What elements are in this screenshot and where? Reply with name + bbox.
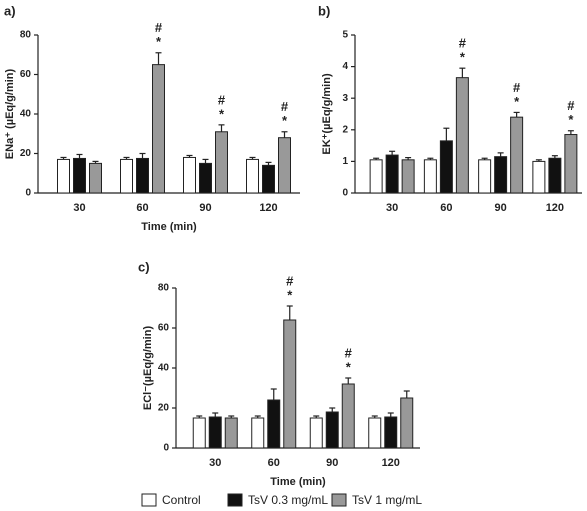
y-tick-label: 1	[342, 156, 348, 167]
x-tick-label: 90	[495, 202, 507, 214]
panel-label: c)	[138, 259, 150, 274]
significance-mark: #	[218, 92, 226, 107]
bar	[89, 162, 102, 194]
y-axis-title: EK⁺(µEq/g/min)	[321, 73, 333, 155]
x-tick-label: 30	[209, 457, 221, 469]
bar	[278, 137, 291, 194]
legend-label: Control	[162, 493, 201, 507]
significance-mark: *	[346, 359, 352, 374]
bar	[548, 157, 562, 194]
panel-label: b)	[318, 3, 330, 18]
bar	[309, 417, 323, 449]
bar	[439, 140, 453, 194]
y-tick-label: 80	[20, 30, 32, 41]
bar	[73, 157, 86, 194]
y-tick-label: 5	[342, 30, 348, 41]
y-tick-label: 0	[342, 188, 348, 199]
significance-mark: *	[568, 112, 574, 127]
x-tick-label: 120	[382, 457, 400, 469]
bar	[57, 158, 70, 194]
bar	[283, 319, 297, 449]
bar	[455, 77, 469, 194]
x-tick-label: 90	[326, 457, 338, 469]
significance-mark: #	[567, 98, 575, 113]
y-tick-label: 60	[158, 323, 170, 334]
x-tick-label: 120	[546, 202, 564, 214]
y-tick-label: 0	[163, 443, 169, 454]
x-tick-label: 60	[440, 202, 452, 214]
significance-mark: #	[513, 80, 521, 95]
significance-mark: #	[286, 273, 294, 288]
bar	[136, 157, 149, 194]
x-tick-label: 60	[268, 457, 280, 469]
significance-mark: *	[287, 287, 293, 302]
bar	[208, 416, 222, 449]
bar	[251, 417, 265, 449]
significance-mark: *	[514, 94, 520, 109]
bar	[384, 416, 398, 449]
y-tick-label: 0	[25, 188, 31, 199]
y-tick-label: 40	[20, 109, 32, 120]
y-tick-label: 20	[158, 403, 170, 414]
significance-mark: *	[219, 106, 225, 121]
bar	[120, 158, 133, 194]
legend-swatch	[227, 493, 243, 507]
x-tick-label: 60	[136, 202, 148, 214]
y-tick-label: 40	[158, 363, 170, 374]
bar	[564, 134, 578, 194]
bar	[401, 159, 415, 194]
y-axis-title: ENa⁺ (µEq/g/min)	[4, 68, 16, 159]
bar	[246, 158, 259, 194]
significance-mark: *	[282, 113, 288, 128]
bar	[199, 162, 212, 194]
bar	[192, 417, 206, 449]
bar	[494, 156, 508, 194]
legend-swatch	[331, 493, 347, 507]
y-tick-label: 80	[158, 283, 170, 294]
y-tick-label: 20	[20, 148, 32, 159]
bar	[478, 159, 492, 194]
bar	[368, 417, 382, 449]
significance-mark: *	[460, 50, 466, 65]
significance-mark: #	[281, 99, 289, 114]
bar	[385, 154, 399, 194]
x-axis-title: Time (min)	[270, 476, 326, 488]
bar	[267, 399, 281, 449]
significance-mark: #	[345, 345, 353, 360]
significance-mark: #	[155, 20, 163, 35]
bar	[510, 116, 524, 194]
bar	[325, 411, 339, 449]
x-axis-title: Time (min)	[141, 221, 197, 233]
bar	[369, 159, 383, 194]
bar	[262, 164, 275, 194]
bar	[400, 397, 414, 449]
bar	[215, 131, 228, 194]
panel-label: a)	[4, 3, 16, 18]
x-tick-label: 120	[259, 202, 277, 214]
y-tick-label: 2	[342, 124, 348, 135]
x-tick-label: 30	[73, 202, 85, 214]
x-tick-label: 90	[199, 202, 211, 214]
bar	[224, 417, 238, 449]
bar	[341, 383, 355, 449]
bar	[152, 64, 165, 194]
legend-swatch	[141, 493, 157, 507]
y-axis-title: ECl⁻(µEq/g/min)	[142, 326, 154, 411]
legend-label: TsV 0.3 mg/mL	[248, 493, 328, 507]
bar	[423, 159, 437, 194]
x-tick-label: 30	[386, 202, 398, 214]
significance-mark: *	[156, 34, 162, 49]
y-tick-label: 3	[342, 93, 348, 104]
y-tick-label: 4	[342, 61, 348, 72]
y-tick-label: 60	[20, 69, 32, 80]
legend-label: TsV 1 mg/mL	[352, 493, 422, 507]
bar	[183, 156, 196, 194]
bar	[532, 160, 546, 194]
significance-mark: #	[459, 36, 467, 51]
